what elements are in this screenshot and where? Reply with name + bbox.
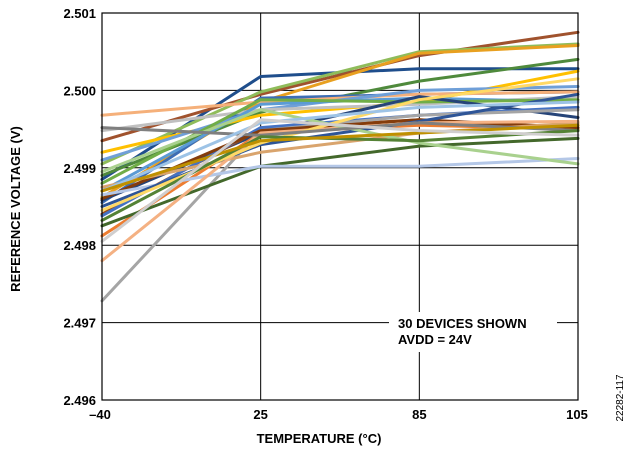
y-tick-label: 2.501 <box>63 6 96 21</box>
y-tick-label: 2.497 <box>63 316 96 331</box>
plot-border <box>101 12 579 401</box>
x-axis-title: TEMPERATURE (°C) <box>257 431 382 446</box>
annotation-line-1: 30 DEVICES SHOWN <box>398 316 527 331</box>
plot-frame <box>101 12 579 401</box>
y-tick-labels: 2.496 2.497 2.498 2.499 2.500 2.501 <box>63 6 96 408</box>
series-line-26 <box>100 121 580 137</box>
x-tick-labels: –40 25 85 105 <box>89 407 588 422</box>
x-tick-label: 25 <box>253 407 267 422</box>
y-tick-label: 2.496 <box>63 393 96 408</box>
series-lines <box>100 30 580 303</box>
y-tick-label: 2.499 <box>63 161 96 176</box>
series-line-7 <box>100 90 580 117</box>
annotation-line-2: AVDD = 24V <box>398 332 472 347</box>
series-line-29 <box>100 123 580 193</box>
annotation-box: 30 DEVICES SHOWN AVDD = 24V <box>389 312 557 352</box>
y-tick-label: 2.498 <box>63 238 96 253</box>
series-line-27 <box>100 100 580 193</box>
series-line-30 <box>100 118 580 243</box>
x-tick-label: –40 <box>89 407 111 422</box>
figure-id: 22282-117 <box>615 374 626 422</box>
x-tick-label: 105 <box>566 407 588 422</box>
series-line-2 <box>100 30 580 143</box>
y-axis-title: REFERENCE VOLTAGE (V) <box>8 126 23 292</box>
x-tick-label: 85 <box>412 407 426 422</box>
series-line-25 <box>100 77 580 212</box>
series-line-28 <box>100 129 580 222</box>
y-tick-label: 2.500 <box>63 83 96 98</box>
